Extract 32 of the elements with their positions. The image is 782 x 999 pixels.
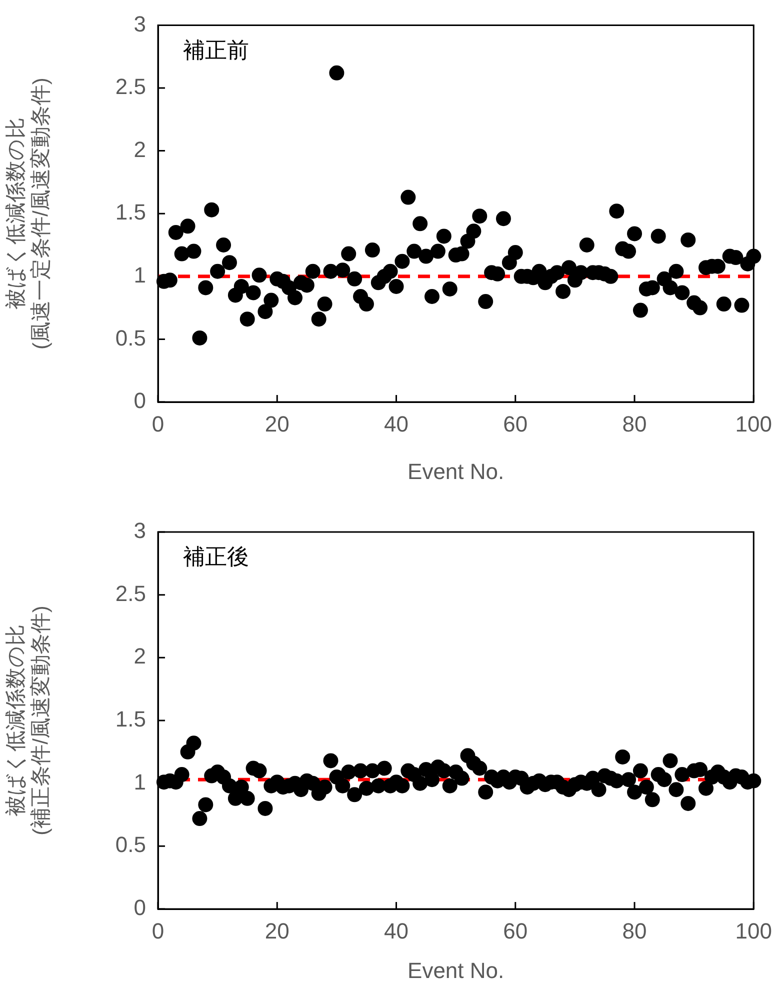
y-tick-label: 2 <box>134 136 146 162</box>
y-tick-label: 1 <box>134 262 146 288</box>
x-tick-label: 80 <box>622 918 647 944</box>
y-axis-title: 被ばく低減係数の比 (補正条件/風速変動条件) <box>4 606 53 836</box>
y-tick-label: 3 <box>134 11 146 36</box>
x-tick-label: 80 <box>622 411 647 436</box>
y-tick-label: 1 <box>134 769 146 794</box>
x-tick-label: 40 <box>384 411 408 436</box>
x-axis-title: Event No. <box>408 958 504 983</box>
x-tick-label: 20 <box>264 918 290 944</box>
y-tick-label: 0.5 <box>115 832 146 858</box>
x-tick-label: 100 <box>735 411 772 436</box>
y-tick-label: 2 <box>134 644 146 669</box>
y-tick-label: 2.5 <box>115 74 146 100</box>
x-tick-label: 20 <box>264 411 290 436</box>
y-tick-label: 1.5 <box>115 200 146 225</box>
x-tick-label: 60 <box>503 918 528 944</box>
x-tick-label: 100 <box>735 918 772 944</box>
y-tick-label: 0 <box>134 388 146 414</box>
x-tick-label: 60 <box>503 411 528 436</box>
y-tick-label: 2.5 <box>115 580 146 606</box>
y-axis-title: 被ばく低減係数の比 (風速一定条件/風速変動条件) <box>4 78 53 350</box>
annotation: 補正前 <box>183 37 249 62</box>
y-tick-label: 0 <box>134 895 146 920</box>
y-tick-label: 1.5 <box>115 706 146 732</box>
y-tick-label: 3 <box>134 518 146 544</box>
annotation: 補正後 <box>183 544 249 570</box>
x-tick-label: 0 <box>152 918 164 944</box>
x-tick-label: 0 <box>152 411 164 436</box>
x-tick-label: 40 <box>384 918 408 944</box>
y-tick-label: 0.5 <box>115 325 146 350</box>
x-axis-title: Event No. <box>408 458 504 484</box>
